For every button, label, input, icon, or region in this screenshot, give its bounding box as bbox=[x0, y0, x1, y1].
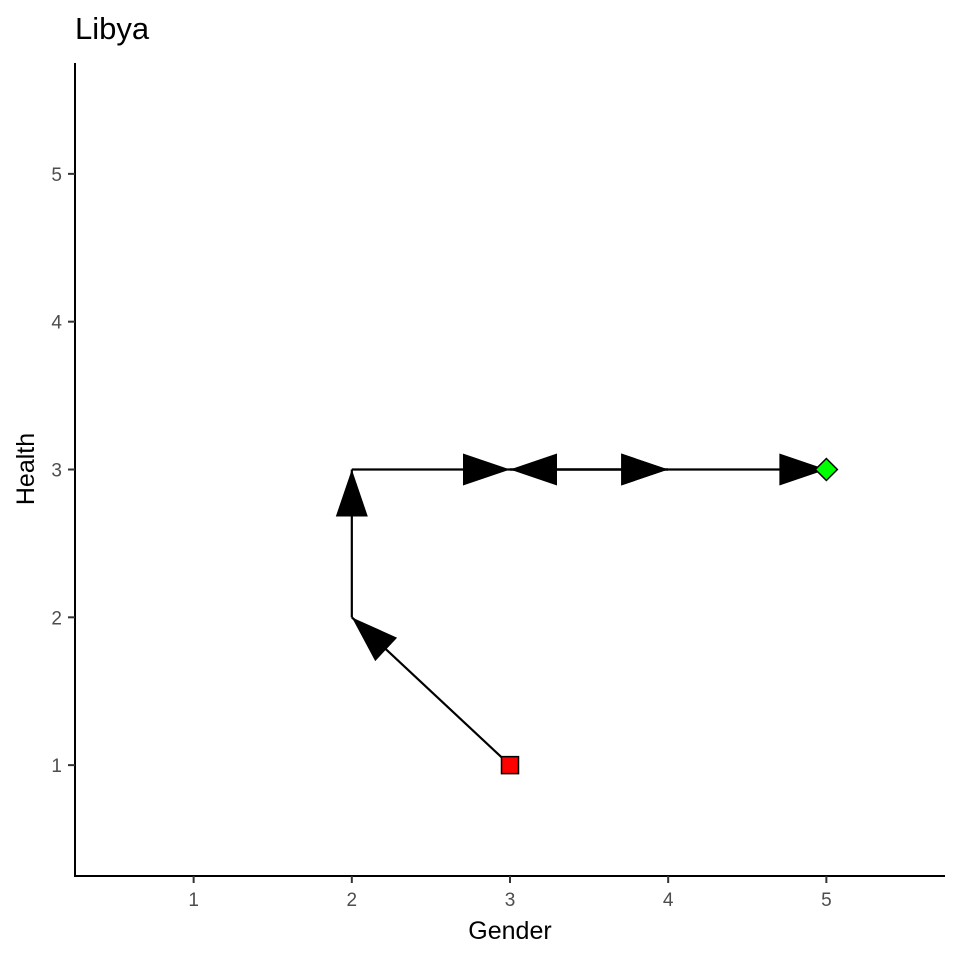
y-tick-label: 4 bbox=[51, 313, 62, 334]
y-axis-title: Health bbox=[12, 433, 40, 505]
chart-title: Libya bbox=[75, 11, 150, 46]
x-tick-label: 5 bbox=[821, 890, 832, 911]
x-tick-label: 3 bbox=[505, 890, 516, 911]
x-tick-label: 2 bbox=[347, 890, 358, 911]
axis-ticks: 1 2 3 4 5 1 2 3 4 5 bbox=[51, 165, 831, 911]
arrow-head bbox=[463, 453, 510, 486]
y-tick-label: 5 bbox=[51, 165, 62, 186]
x-tick-label: 4 bbox=[663, 890, 674, 911]
arrow-head bbox=[621, 453, 669, 486]
arrow-head bbox=[335, 469, 368, 517]
arrow-head bbox=[351, 617, 398, 662]
y-tick-label: 1 bbox=[51, 756, 62, 777]
end-point-marker bbox=[814, 457, 839, 482]
arrow-head bbox=[779, 453, 827, 486]
y-tick-label: 2 bbox=[51, 608, 62, 629]
x-tick-label: 1 bbox=[188, 890, 199, 911]
x-axis-title: Gender bbox=[468, 917, 551, 945]
y-tick-label: 3 bbox=[51, 461, 62, 482]
plot-area bbox=[335, 453, 839, 775]
start-point-marker bbox=[500, 755, 520, 775]
